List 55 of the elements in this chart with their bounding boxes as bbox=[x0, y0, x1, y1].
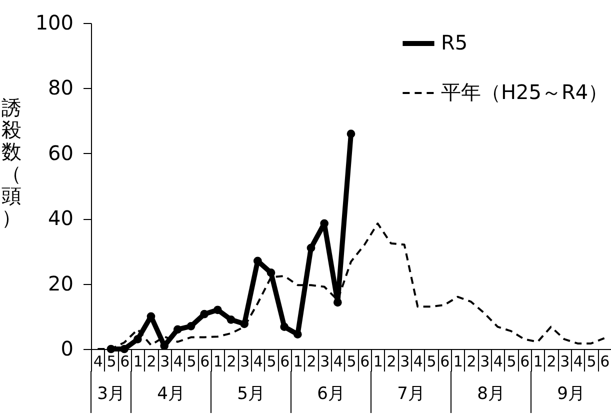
y-tick-label: 0 bbox=[60, 336, 74, 360]
text: 8月 bbox=[477, 384, 505, 404]
x-tick-label: 5 bbox=[426, 352, 436, 370]
x-tick-label: 3 bbox=[480, 352, 490, 370]
text: 5月 bbox=[237, 384, 265, 404]
x-tick-label: 2 bbox=[226, 352, 236, 370]
x-tick-label: 6 bbox=[120, 352, 130, 370]
x-tick-label: 5 bbox=[266, 352, 276, 370]
x-tick-label: 4 bbox=[413, 352, 423, 370]
x-tick-label: 5 bbox=[346, 352, 356, 370]
text: 4月 bbox=[157, 384, 185, 404]
text: 9月 bbox=[557, 384, 585, 404]
x-tick-label: 5 bbox=[186, 352, 196, 370]
y-tick-label: 100 bbox=[35, 10, 74, 34]
x-tick-label: 6 bbox=[200, 352, 210, 370]
x-tick-label: 1 bbox=[373, 352, 383, 370]
x-tick-label: 4 bbox=[493, 352, 503, 370]
x-tick-label: 4 bbox=[93, 352, 103, 370]
legend-label: R5 bbox=[441, 30, 468, 54]
x-tick-label: 1 bbox=[133, 352, 143, 370]
x-tick-label: 6 bbox=[280, 352, 290, 370]
x-tick-label: 5 bbox=[586, 352, 596, 370]
y-tick-label: 80 bbox=[48, 76, 74, 100]
text: 6月 bbox=[317, 384, 345, 404]
x-tick-label: 6 bbox=[600, 352, 610, 370]
x-tick-label: 2 bbox=[386, 352, 396, 370]
y-tick-label: 40 bbox=[48, 206, 74, 230]
x-tick-label: 6 bbox=[520, 352, 530, 370]
y-axis-title: 誘殺数（頭） bbox=[2, 96, 22, 230]
x-tick-label: 1 bbox=[213, 352, 223, 370]
x-tick-label: 2 bbox=[466, 352, 476, 370]
x-tick-label: 2 bbox=[146, 352, 156, 370]
legend-label: 平年（H25～R4） bbox=[441, 80, 608, 104]
x-tick-label: 1 bbox=[533, 352, 543, 370]
x-tick-label: 5 bbox=[106, 352, 116, 370]
x-tick-label: 4 bbox=[333, 352, 343, 370]
x-tick-label: 5 bbox=[506, 352, 516, 370]
x-tick-label: 3 bbox=[400, 352, 410, 370]
x-tick-label: 4 bbox=[253, 352, 263, 370]
text: 7月 bbox=[397, 384, 425, 404]
x-tick-label: 6 bbox=[440, 352, 450, 370]
x-tick-label: 1 bbox=[293, 352, 303, 370]
x-tick-label: 3 bbox=[240, 352, 250, 370]
y-tick-label: 60 bbox=[48, 140, 74, 165]
x-tick-label: 2 bbox=[306, 352, 316, 370]
x-tick-label: 3 bbox=[560, 352, 570, 370]
x-tick-label: 4 bbox=[173, 352, 183, 370]
x-tick-label: 3 bbox=[320, 352, 330, 370]
y-tick-label: 20 bbox=[48, 271, 74, 296]
text: 3月 bbox=[97, 384, 125, 404]
x-tick-label: 2 bbox=[546, 352, 556, 370]
x-tick-label: 6 bbox=[360, 352, 370, 370]
x-tick-label: 4 bbox=[573, 352, 583, 370]
x-tick-label: 3 bbox=[160, 352, 170, 370]
x-tick-label: 1 bbox=[453, 352, 463, 370]
